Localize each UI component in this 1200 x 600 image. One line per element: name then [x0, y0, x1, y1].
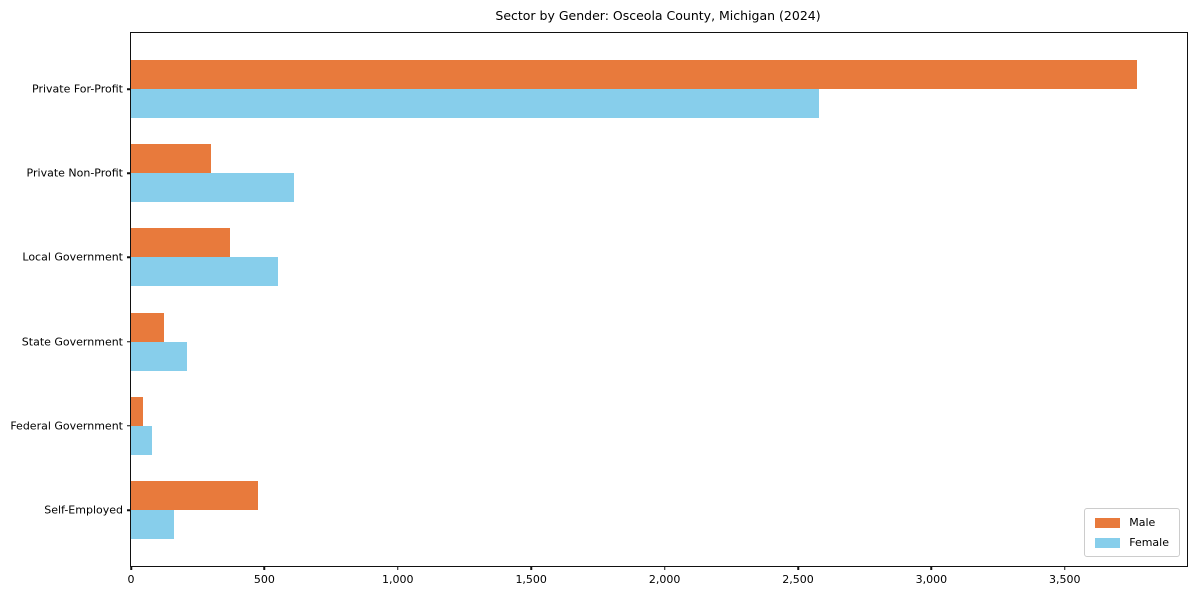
x-tick-label: 2,000	[648, 573, 681, 586]
y-tick-label: Local Government	[22, 250, 123, 264]
y-tick-mark	[127, 172, 131, 174]
bar-female-1	[131, 89, 820, 118]
x-tick-label: 1,000	[382, 573, 414, 586]
x-tick-mark	[530, 566, 532, 570]
y-tick-label: Private Non-Profit	[26, 166, 123, 180]
x-tick-label: 3,500	[1049, 573, 1081, 586]
x-tick-mark	[930, 566, 933, 570]
y-tick-mark	[127, 340, 131, 343]
x-tick-label: 500	[253, 573, 275, 586]
y-tick-mark	[127, 256, 131, 259]
y-tick-label: Private For-Profit	[32, 82, 123, 96]
x-tick-mark	[797, 566, 799, 570]
y-tick-mark	[127, 88, 131, 90]
bar-female-6	[131, 510, 174, 539]
y-tick-mark	[127, 425, 131, 427]
bar-male-4	[131, 312, 165, 342]
bar-male-1	[131, 60, 1137, 89]
legend: Male Female	[1084, 508, 1180, 557]
plot-area: Private For-Profit Private Non-Profit Loca…	[10, 32, 1188, 586]
x-tick-mark	[397, 566, 399, 570]
y-tick-label: Federal Government	[10, 419, 123, 433]
bar-male-2	[131, 144, 212, 174]
bar-female-3	[131, 257, 278, 287]
bar-male-5	[131, 396, 143, 426]
x-tick-label: 2,500	[782, 573, 814, 586]
legend-entry-male: Male	[1095, 516, 1169, 529]
legend-swatch-female	[1095, 537, 1121, 548]
chart-title: Sector by Gender: Osceola County, Michig…	[495, 8, 821, 23]
bar-male-6	[131, 481, 258, 510]
bar-female-5	[131, 425, 153, 455]
y-tick-label: State Government	[21, 335, 123, 349]
y-tick-mark	[127, 509, 131, 511]
x-tick-mark	[263, 566, 266, 570]
legend-swatch-male	[1095, 517, 1121, 528]
bar-female-2	[131, 173, 294, 203]
x-tick-label: 1,500	[515, 573, 547, 586]
bar-male-3	[131, 228, 230, 258]
x-tick-mark	[130, 566, 132, 570]
legend-label: Female	[1129, 536, 1169, 549]
bar-female-4	[131, 341, 188, 371]
x-tick-mark	[663, 566, 666, 570]
y-tick-label: Self-Employed	[44, 503, 123, 517]
x-tick-mark	[1064, 566, 1066, 570]
legend-entry-female: Female	[1095, 536, 1169, 549]
x-tick-label: 0	[127, 573, 135, 586]
x-tick-label: 3,000	[915, 573, 948, 586]
legend-label: Male	[1129, 516, 1156, 529]
